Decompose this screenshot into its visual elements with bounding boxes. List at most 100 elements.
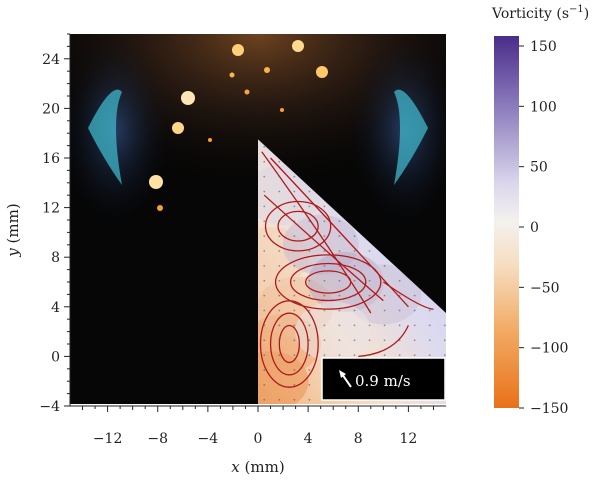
vector-point xyxy=(323,220,326,223)
streamline xyxy=(259,300,319,388)
vector-point xyxy=(263,190,266,193)
vector-point xyxy=(383,309,386,312)
colorbar-tick-label: −100 xyxy=(530,341,568,357)
colorbar: 150 100 50 0 −50 −100 −150 Vorticity (s−1) xyxy=(491,4,589,417)
vector-point xyxy=(293,250,296,252)
vector-point xyxy=(368,354,371,357)
vector-point xyxy=(428,324,431,327)
vector-point xyxy=(278,294,281,297)
x-tick-label: −4 xyxy=(198,431,219,447)
vector-point xyxy=(428,309,431,312)
vector-point xyxy=(323,354,326,357)
x-axis-label: x (mm) xyxy=(231,458,284,476)
vector-point xyxy=(443,339,446,342)
vector-point xyxy=(413,339,416,342)
vector-point xyxy=(353,309,356,312)
vector-point xyxy=(263,384,266,386)
vector-point xyxy=(278,175,281,178)
vector-point xyxy=(443,354,446,357)
vector-point xyxy=(263,205,266,208)
vector-point xyxy=(338,324,341,327)
streamline xyxy=(289,262,367,302)
vorticity-sample xyxy=(345,264,422,325)
vector-point xyxy=(323,235,326,238)
vector-point xyxy=(308,369,311,371)
vector-point xyxy=(278,354,281,357)
vector-point xyxy=(323,205,326,208)
vector-point xyxy=(308,294,311,297)
vector-point xyxy=(293,205,296,208)
colorbar-tick-label: 50 xyxy=(530,160,548,176)
vector-point xyxy=(263,369,266,371)
vector-point xyxy=(308,220,311,223)
y-tick-label: 8 xyxy=(51,250,60,266)
streamline xyxy=(269,312,309,376)
y-tick-label: 24 xyxy=(42,52,60,68)
vector-point xyxy=(353,279,356,282)
colorbar-tick-label: 0 xyxy=(530,220,539,236)
vector-point xyxy=(293,324,296,327)
vector-point xyxy=(323,279,326,282)
vector-point xyxy=(293,235,296,238)
vector-point xyxy=(323,250,326,252)
vorticity-sample xyxy=(258,165,322,226)
vector-point xyxy=(293,264,296,267)
vorticity-sample xyxy=(295,301,372,362)
vector-point xyxy=(278,235,281,238)
vector-point xyxy=(308,324,311,327)
vector-point xyxy=(323,324,326,327)
vector-point xyxy=(263,398,266,401)
y-tick-label: 20 xyxy=(42,101,60,117)
vector-point xyxy=(413,309,416,312)
vector-point xyxy=(278,190,281,193)
vector-point xyxy=(278,324,281,327)
vector-point xyxy=(278,384,281,386)
vector-point xyxy=(338,250,341,252)
vector-point xyxy=(398,294,401,297)
vector-point xyxy=(293,175,296,178)
vector-point xyxy=(383,294,386,297)
x-tick-label: 12 xyxy=(399,431,417,447)
vector-point xyxy=(263,175,266,178)
vector-point xyxy=(293,384,296,386)
vector-point xyxy=(278,309,281,312)
vector-point xyxy=(278,160,281,163)
streamline xyxy=(382,281,434,310)
y-tick-label: 0 xyxy=(51,349,60,365)
vector-point xyxy=(263,354,266,357)
vector-point xyxy=(428,339,431,342)
vector-point xyxy=(383,339,386,342)
vector-point xyxy=(308,279,311,282)
vector-point xyxy=(383,279,386,282)
vector-point xyxy=(383,354,386,357)
y-tick-label: 16 xyxy=(42,151,60,167)
vector-point xyxy=(398,279,401,282)
x-tick-label: 4 xyxy=(304,431,313,447)
colorbar-tick-label: 150 xyxy=(530,39,557,55)
vector-point xyxy=(293,339,296,342)
colorbar-tick-label: −50 xyxy=(530,280,560,296)
colorbar-tick-label: 100 xyxy=(530,99,557,115)
vector-point xyxy=(398,339,401,342)
vector-point xyxy=(278,220,281,223)
vector-point xyxy=(293,294,296,297)
vector-point xyxy=(293,220,296,223)
vector-point xyxy=(263,145,266,148)
vector-point xyxy=(368,264,371,267)
streamline xyxy=(270,157,409,308)
vector-point xyxy=(353,294,356,297)
vector-point xyxy=(278,339,281,342)
vector-point xyxy=(338,235,341,238)
vector-point xyxy=(263,235,266,238)
reference-vector-box: 0.9 m/s xyxy=(321,357,446,401)
vector-point xyxy=(308,384,311,386)
vector-point xyxy=(293,369,296,371)
vector-point xyxy=(293,398,296,401)
vector-point xyxy=(308,398,311,401)
vector-point xyxy=(368,339,371,342)
vector-point xyxy=(263,339,266,342)
vector-point xyxy=(323,309,326,312)
vector-point xyxy=(368,309,371,312)
vector-point xyxy=(353,235,356,238)
